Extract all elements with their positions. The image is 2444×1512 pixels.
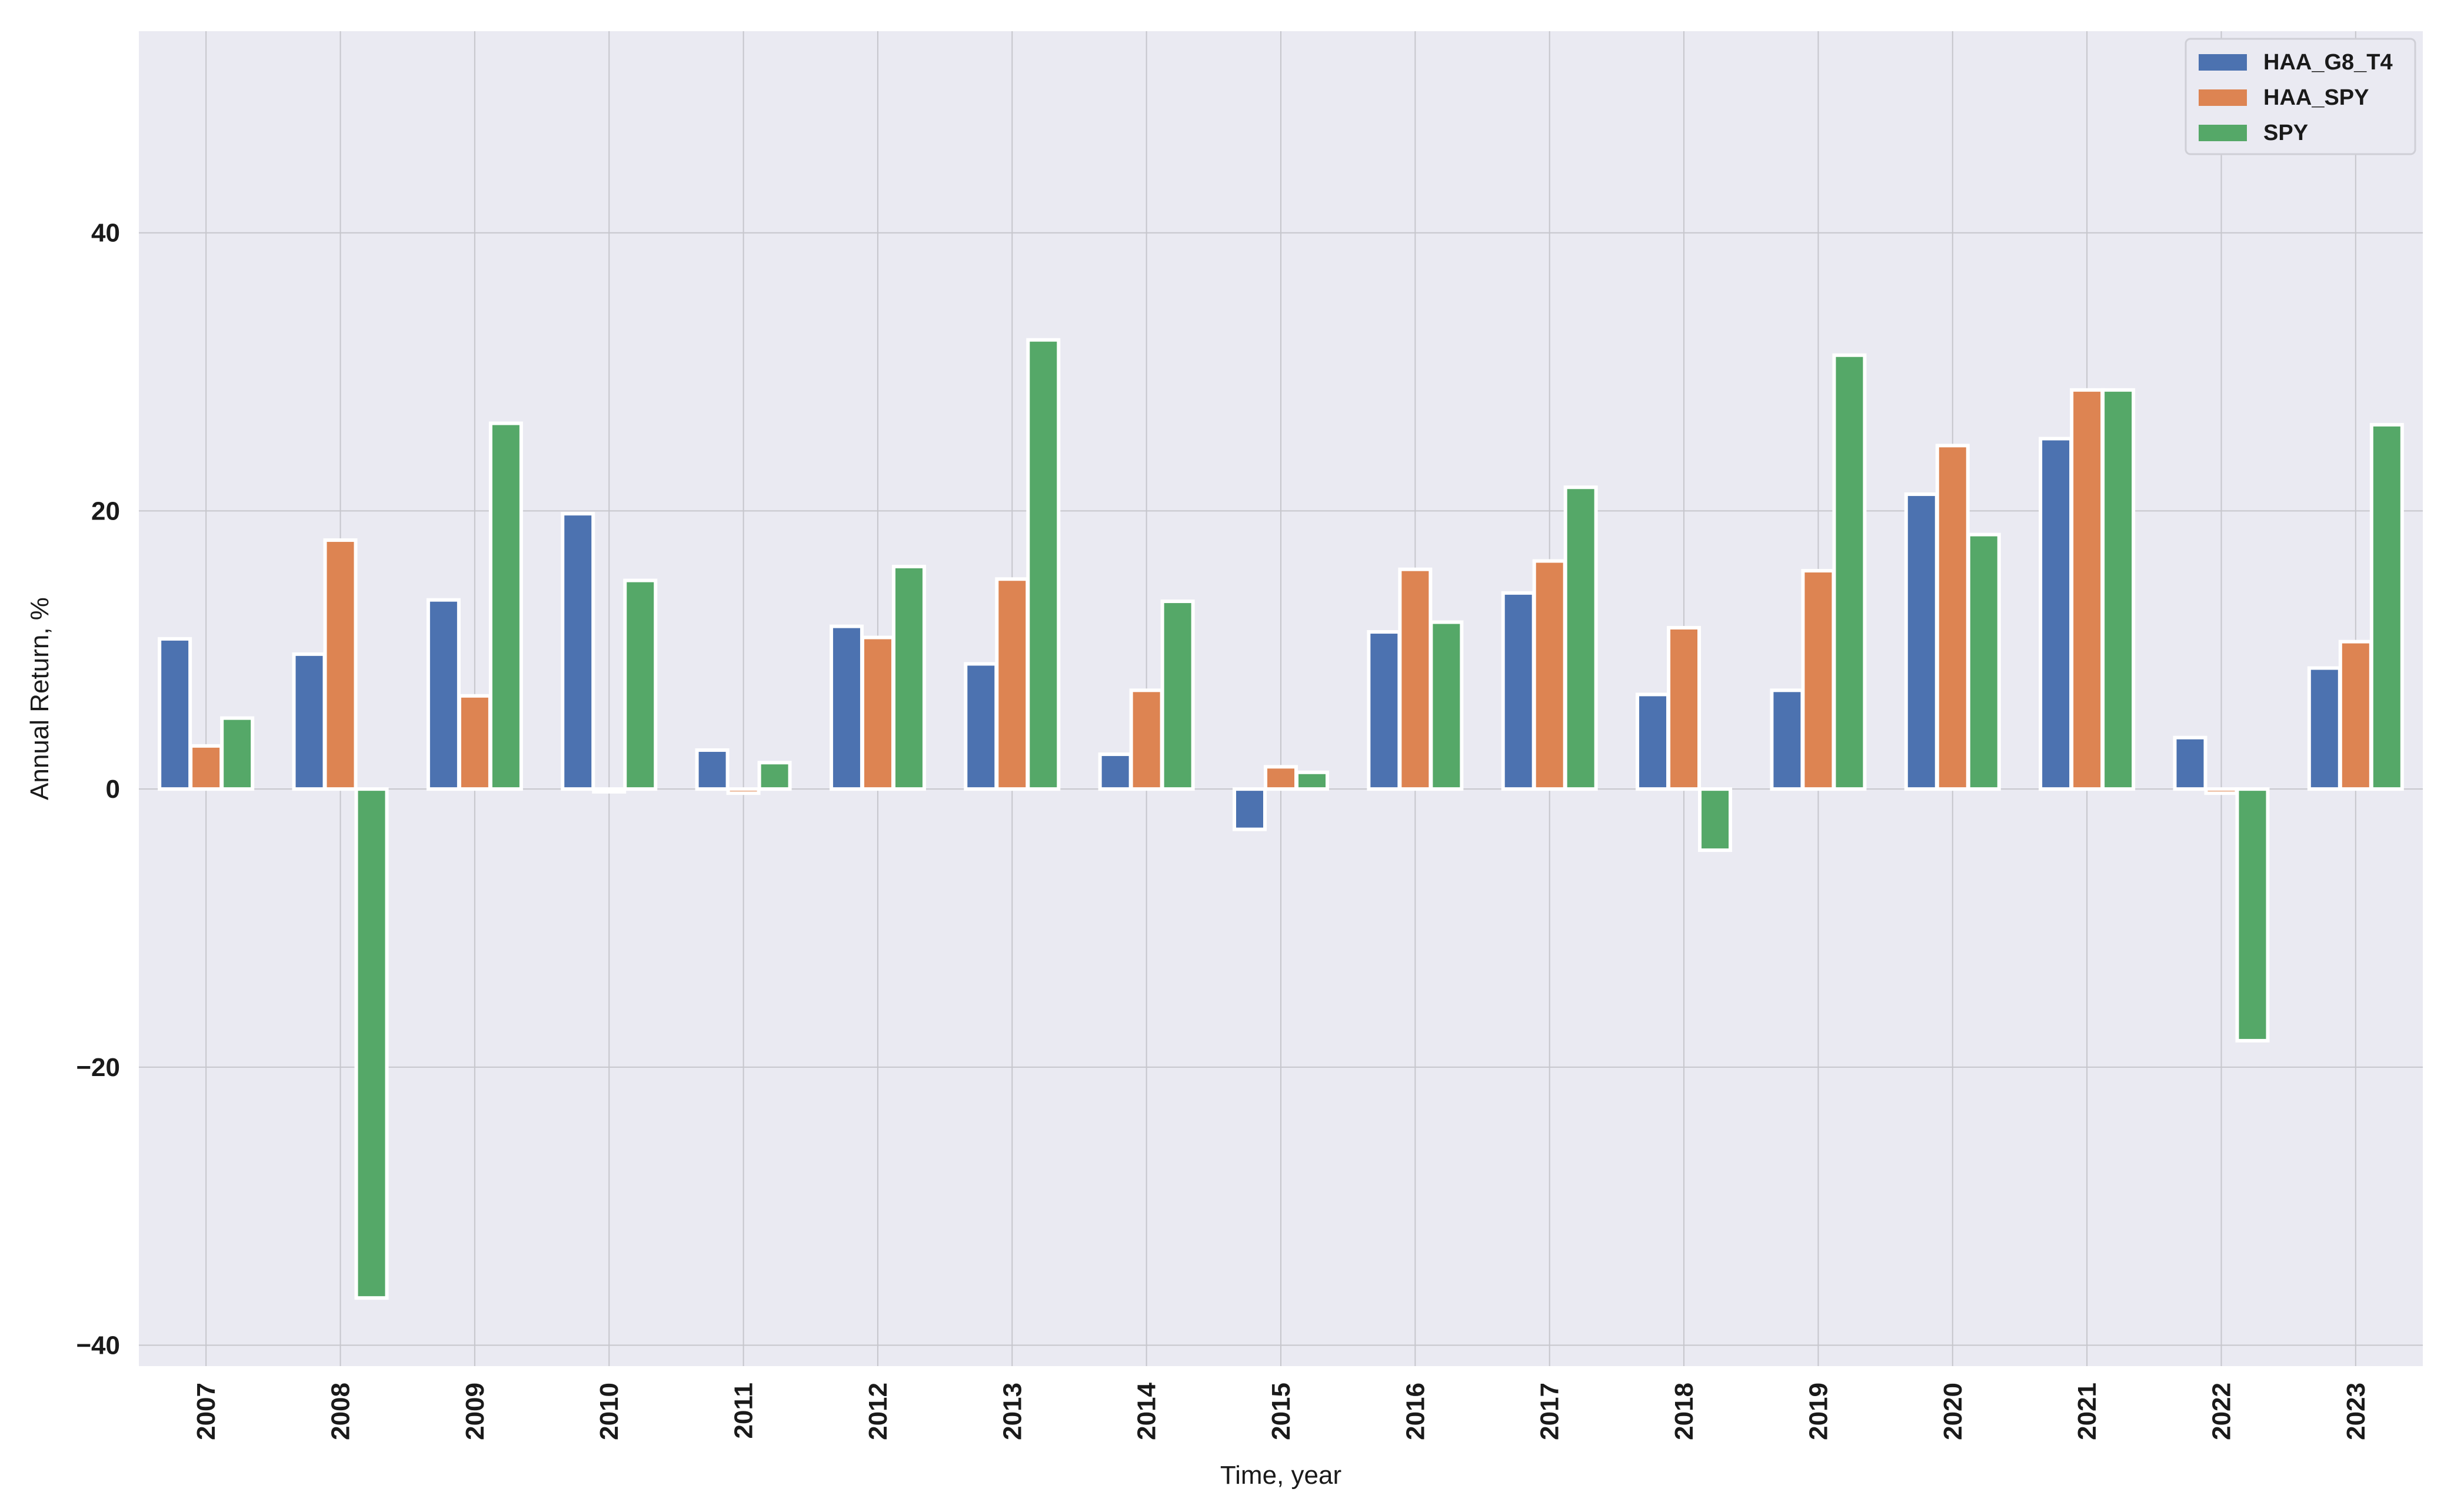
y-tick-label: 20 — [91, 497, 120, 525]
y-tick-label: 0 — [106, 775, 120, 804]
bar-haa-spy-2016 — [1398, 567, 1433, 791]
bar-haa-g8-t4-2017 — [1501, 591, 1536, 791]
x-tick-label: 2010 — [595, 1383, 624, 1440]
x-axis-ticks: 2007 2008 2009 2010 2011 2012 2013 2014 2015 2016… — [192, 1382, 2370, 1440]
bar-spy-2022 — [2235, 787, 2270, 1043]
bar-spy-2012 — [891, 564, 926, 791]
bar-haa-spy-2020 — [1935, 444, 1970, 791]
bar-haa-g8-t4-2022 — [2173, 735, 2207, 791]
bar-haa-g8-t4-2014 — [1098, 752, 1133, 791]
y-axis-title: Annual Return, % — [25, 597, 54, 800]
bar-haa-g8-t4-2019 — [1770, 688, 1804, 791]
bar-spy-2009 — [488, 421, 523, 791]
y-tick-label: −40 — [76, 1331, 120, 1360]
x-axis-title: Time, year — [1220, 1461, 1341, 1490]
y-tick-label: 40 — [91, 219, 120, 248]
bar-spy-2023 — [2369, 422, 2404, 791]
x-tick-label: 2023 — [2342, 1383, 2370, 1440]
x-tick-label: 2017 — [1536, 1383, 1564, 1440]
bar-haa-spy-2021 — [2070, 388, 2105, 791]
bar-spy-2019 — [1832, 353, 1867, 791]
bar-haa-spy-2008 — [323, 538, 358, 791]
bar-haa-spy-2019 — [1801, 569, 1836, 791]
bar-haa-spy-2014 — [1129, 688, 1164, 791]
bar-spy-2007 — [220, 716, 255, 791]
x-tick-label: 2022 — [2207, 1383, 2236, 1440]
x-tick-label: 2016 — [1401, 1383, 1430, 1440]
x-tick-label: 2018 — [1670, 1383, 1699, 1440]
bar-spy-2016 — [1429, 620, 1464, 791]
legend-label: SPY — [2263, 121, 2308, 145]
bar-haa-g8-t4-2011 — [695, 748, 730, 791]
bar-haa-g8-t4-2012 — [829, 624, 864, 791]
bar-haa-spy-2017 — [1532, 559, 1567, 791]
bar-spy-2018 — [1698, 787, 1733, 852]
bar-haa-spy-2015 — [1264, 765, 1298, 791]
bar-haa-spy-2018 — [1667, 625, 1702, 791]
bar-haa-spy-2023 — [2338, 640, 2373, 791]
bar-spy-2011 — [757, 761, 792, 791]
x-tick-label: 2019 — [1804, 1383, 1833, 1440]
bar-haa-g8-t4-2020 — [1904, 492, 1939, 791]
bar-haa-g8-t4-2018 — [1636, 692, 1670, 791]
y-tick-label: −20 — [76, 1053, 120, 1082]
bar-spy-2020 — [1966, 532, 2001, 791]
bar-haa-spy-2011 — [726, 787, 761, 795]
bar-haa-g8-t4-2009 — [426, 598, 461, 791]
x-tick-label: 2015 — [1267, 1383, 1296, 1440]
x-tick-label: 2008 — [327, 1383, 355, 1440]
bar-spy-2013 — [1026, 338, 1061, 791]
bar-haa-g8-t4-2008 — [292, 652, 327, 791]
x-tick-label: 2020 — [1939, 1383, 1967, 1440]
bar-haa-spy-2012 — [860, 635, 895, 791]
x-tick-label: 2007 — [192, 1383, 221, 1440]
legend-swatch — [2199, 125, 2247, 141]
bar-haa-spy-2022 — [2204, 787, 2239, 795]
bar-haa-g8-t4-2023 — [2307, 666, 2342, 791]
x-tick-label: 2009 — [461, 1383, 490, 1440]
bars — [158, 338, 2404, 1300]
legend-label: HAA_SPY — [2263, 85, 2369, 110]
bar-haa-spy-2013 — [995, 577, 1030, 791]
bar-haa-g8-t4-2010 — [561, 512, 595, 791]
bar-spy-2021 — [2101, 388, 2136, 791]
bar-haa-spy-2010 — [592, 787, 627, 794]
legend-label: HAA_G8_T4 — [2263, 50, 2393, 75]
bar-haa-g8-t4-2021 — [2039, 437, 2073, 791]
x-tick-label: 2012 — [864, 1383, 893, 1440]
bar-spy-2015 — [1295, 770, 1329, 791]
y-axis-ticks: −40 −20 0 20 40 — [76, 219, 120, 1360]
legend-swatch — [2199, 89, 2247, 106]
x-tick-label: 2014 — [1133, 1382, 1161, 1440]
bar-haa-g8-t4-2016 — [1367, 630, 1401, 791]
x-tick-label: 2021 — [2073, 1383, 2102, 1440]
bar-spy-2014 — [1160, 600, 1195, 791]
bar-spy-2010 — [623, 578, 658, 791]
bar-haa-g8-t4-2007 — [158, 637, 192, 791]
bar-haa-g8-t4-2015 — [1233, 787, 1267, 831]
bar-haa-spy-2007 — [189, 744, 224, 791]
bar-spy-2008 — [354, 787, 389, 1300]
legend-swatch — [2199, 54, 2247, 71]
bar-spy-2017 — [1563, 485, 1598, 791]
x-tick-label: 2013 — [998, 1383, 1027, 1440]
legend: HAA_G8_T4 HAA_SPY SPY — [2185, 38, 2416, 155]
bar-haa-spy-2009 — [457, 694, 492, 791]
bar-haa-g8-t4-2013 — [964, 662, 998, 791]
x-tick-label: 2011 — [730, 1383, 758, 1438]
